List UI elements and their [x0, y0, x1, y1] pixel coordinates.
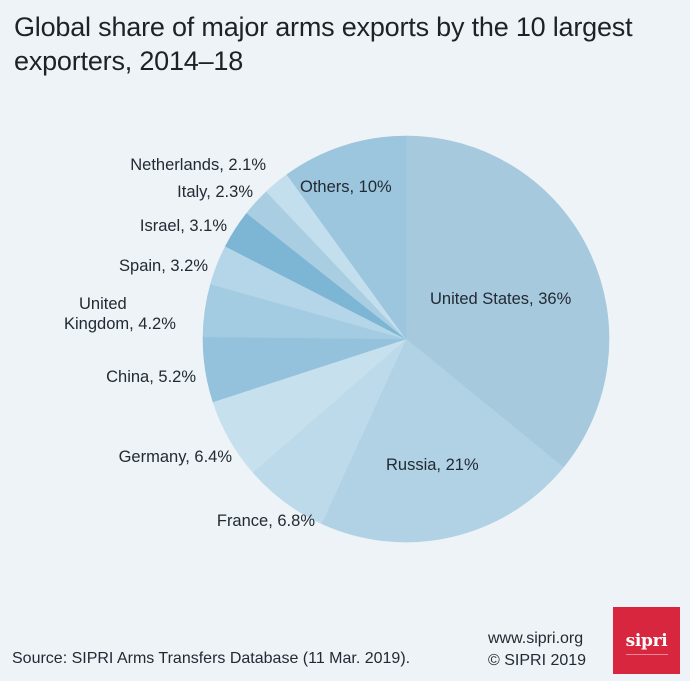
label-united-kingdom: United Kingdom, 4.2% — [64, 294, 176, 334]
sipri-logo: sipri — [613, 607, 680, 674]
sipri-logo-rule — [625, 653, 668, 655]
label-others: Others, 10% — [300, 178, 392, 196]
label-israel: Israel, 3.1% — [139, 217, 227, 235]
chart-title: Global share of major arms exports by th… — [14, 10, 684, 78]
label-united-kingdom-line-2: Kingdom, 4.2% — [64, 315, 176, 333]
label-spain: Spain, 3.2% — [119, 257, 208, 275]
footer-credits: www.sipri.org © SIPRI 2019 — [488, 628, 586, 672]
label-france: France, 6.8% — [216, 512, 315, 530]
pie-slice-united-states — [405, 135, 610, 468]
chart-title-line-1: Global share of major arms exports by th… — [14, 12, 633, 42]
chart-title-line-2: exporters, 2014–18 — [14, 46, 244, 76]
sipri-logo-text: sipri — [625, 630, 668, 651]
label-united-kingdom-line-1: United — [79, 295, 127, 313]
pie-slice-russia — [321, 338, 564, 543]
source-note: Source: SIPRI Arms Transfers Database (1… — [12, 650, 411, 667]
website-link[interactable]: www.sipri.org — [488, 630, 584, 647]
label-italy: Italy, 2.3% — [177, 183, 253, 201]
label-netherlands: Netherlands, 2.1% — [130, 156, 266, 174]
label-russia: Russia, 21% — [386, 456, 479, 474]
pie-slice-others — [286, 135, 407, 340]
label-united-states: United States, 36% — [430, 290, 572, 308]
label-germany: Germany, 6.4% — [118, 448, 232, 466]
copyright-text: © SIPRI 2019 — [488, 652, 587, 669]
label-china: China, 5.2% — [106, 368, 196, 386]
